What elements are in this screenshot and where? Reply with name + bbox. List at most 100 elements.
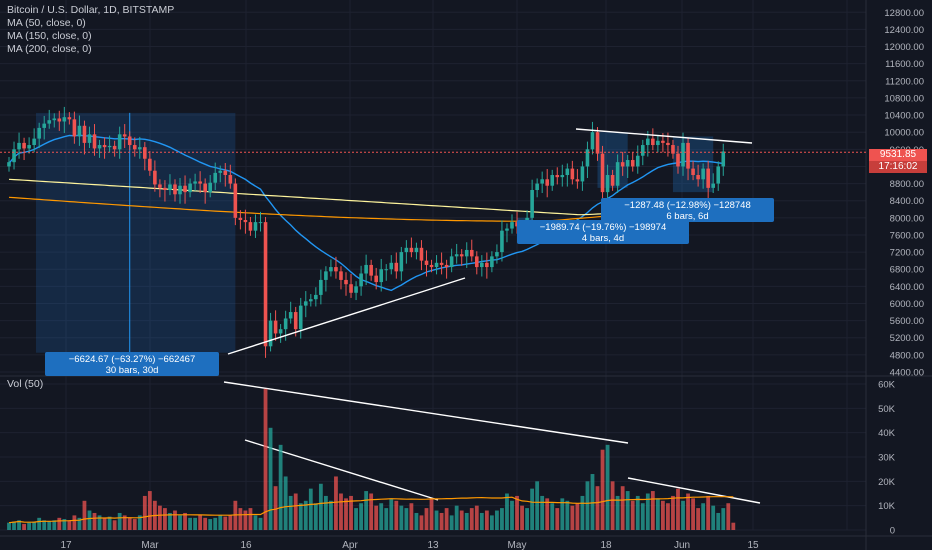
price-tick-label: 12800.00 xyxy=(884,8,924,19)
volume-bar xyxy=(434,510,439,530)
volume-bar xyxy=(565,500,570,530)
candle-body xyxy=(505,228,509,231)
candle-body xyxy=(137,147,142,150)
price-tick-label: 12400.00 xyxy=(884,25,924,36)
candle-body xyxy=(112,145,117,150)
volume-bar xyxy=(655,498,660,530)
candle-body xyxy=(706,168,710,188)
candle-body xyxy=(364,264,368,274)
volume-bar xyxy=(248,508,253,530)
volume-bar xyxy=(369,493,374,530)
candle-body xyxy=(560,175,565,178)
candle-body xyxy=(153,170,157,185)
volume-bar xyxy=(484,510,489,530)
measure-label-change: −6624.67 (−63.27%) −662467 xyxy=(69,354,196,365)
volume-bar xyxy=(344,498,348,530)
candle-body xyxy=(233,183,238,218)
candle-body xyxy=(630,160,635,167)
candle-body xyxy=(298,305,303,330)
volume-legend: Vol (50) xyxy=(7,378,44,390)
time-tick-label: Mar xyxy=(141,540,159,550)
candle-body xyxy=(329,267,333,272)
volume-bar xyxy=(429,498,434,530)
candle-body xyxy=(399,252,404,272)
candle-body xyxy=(314,294,318,300)
volume-bar xyxy=(298,503,303,530)
measure-label-box xyxy=(601,198,774,222)
volume-bar xyxy=(359,503,363,530)
candle-body xyxy=(580,166,585,182)
candle-body xyxy=(590,132,595,150)
time-tick-label: Jun xyxy=(674,540,690,550)
time-tick-label: 16 xyxy=(240,540,252,550)
volume-bar xyxy=(605,444,610,530)
candle-body xyxy=(640,145,645,156)
candle-body xyxy=(495,252,499,257)
candle-body xyxy=(228,175,233,184)
price-tick-label: 6800.00 xyxy=(890,265,924,276)
price-tick-label: 11600.00 xyxy=(885,59,924,70)
volume-bar xyxy=(575,503,580,530)
candle-body xyxy=(223,170,228,176)
volume-tick-label: 40K xyxy=(878,428,896,439)
candle-body xyxy=(278,329,283,334)
candle-body xyxy=(646,138,650,146)
candle-body xyxy=(429,264,434,268)
volume-bar xyxy=(419,515,424,530)
volume-bar xyxy=(308,488,313,530)
candle-body xyxy=(303,301,308,306)
candle-body xyxy=(354,286,358,293)
volume-bar xyxy=(77,517,82,530)
candle-body xyxy=(288,312,293,319)
measure-label-box xyxy=(45,352,219,376)
volume-bar xyxy=(500,508,504,530)
measure-label-change: −1989.74 (−19.76%) −198974 xyxy=(540,222,667,233)
volume-bar xyxy=(112,520,117,530)
volume-bar xyxy=(379,503,384,530)
candle-body xyxy=(686,142,690,169)
candle-body xyxy=(117,134,122,150)
candle-body xyxy=(188,183,192,193)
candle-body xyxy=(595,132,600,154)
volume-axis: 0 10K 20K 30K 40K 50K 60K xyxy=(878,380,896,537)
candle-body xyxy=(143,147,147,159)
candle-body xyxy=(92,134,97,149)
candle-body xyxy=(490,256,494,268)
candle-body xyxy=(107,145,112,148)
time-tick-label: May xyxy=(508,540,527,550)
candle-body xyxy=(193,181,197,184)
volume-bar xyxy=(615,495,620,530)
candle-body xyxy=(32,138,36,146)
volume-bar xyxy=(127,517,132,530)
candle-body xyxy=(47,120,52,124)
candle-body xyxy=(635,155,640,167)
volume-bar xyxy=(570,505,575,530)
volume-bar xyxy=(650,491,655,530)
candle-body xyxy=(701,168,705,180)
volume-bar xyxy=(635,495,640,530)
volume-bar xyxy=(731,522,736,530)
candle-body xyxy=(132,145,137,150)
candle-body xyxy=(173,184,177,195)
candle-body xyxy=(721,151,726,167)
candle-body xyxy=(474,256,479,268)
candle-body xyxy=(615,162,620,186)
volume-tick-label: 60K xyxy=(878,380,896,391)
candles xyxy=(7,106,726,358)
candle-body xyxy=(600,153,605,193)
candle-body xyxy=(52,118,57,121)
volume-bar xyxy=(399,505,404,530)
volume-bar xyxy=(183,512,187,530)
volume-bar xyxy=(228,515,233,530)
price-tick-label: 7200.00 xyxy=(890,248,924,259)
candle-body xyxy=(666,142,670,146)
volume-bar xyxy=(97,515,102,530)
candle-body xyxy=(610,175,615,186)
volume-bar xyxy=(560,498,565,530)
volume-bar xyxy=(52,520,57,530)
candle-body xyxy=(676,153,680,167)
volume-bar xyxy=(107,516,112,530)
volume-bar xyxy=(535,481,540,530)
